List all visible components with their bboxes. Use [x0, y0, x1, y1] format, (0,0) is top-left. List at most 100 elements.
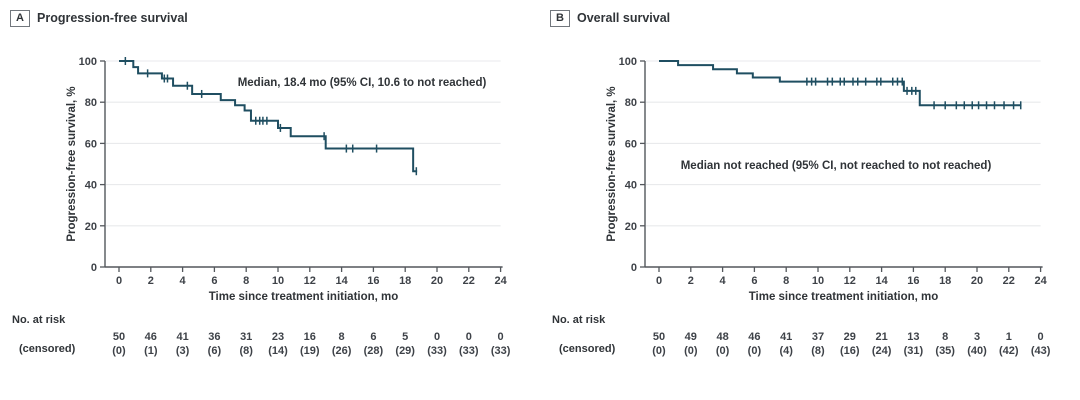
x-tick-label: 18 [399, 275, 411, 287]
at-risk-value: 41 [176, 331, 188, 343]
censored-value: (0) [716, 345, 730, 357]
panel-overall-survival: B Overall survival 0 20 40 60 80 100 0 2 4 6 8 10 12… [540, 0, 1080, 400]
at-risk-value: 29 [844, 331, 856, 343]
censored-value: (0) [748, 345, 762, 357]
x-tick-label: 6 [751, 275, 757, 287]
at-risk-value: 3 [974, 331, 980, 343]
at-risk-value: 0 [498, 331, 504, 343]
censored-value: (8) [811, 345, 825, 357]
y-axis-label: Progression-free survival, % [606, 86, 618, 242]
risk-table-header: No. at risk [552, 314, 606, 326]
censored-value: (1) [144, 345, 158, 357]
censored-value: (40) [967, 345, 987, 357]
censored-value: (0) [112, 345, 126, 357]
censored-value: (33) [427, 345, 447, 357]
panel-title: Overall survival [577, 11, 671, 25]
censored-value: (35) [935, 345, 955, 357]
x-tick-label: 14 [335, 275, 348, 287]
survival-step-curve [119, 60, 418, 173]
x-tick-label: 16 [907, 275, 919, 287]
censored-value: (8) [239, 345, 253, 357]
at-risk-value: 46 [145, 331, 157, 343]
censored-value: (42) [999, 345, 1019, 357]
at-risk-value: 50 [113, 331, 125, 343]
x-tick-label: 24 [1034, 275, 1047, 287]
x-tick-label: 0 [656, 275, 662, 287]
y-tick-label: 0 [631, 262, 637, 274]
at-risk-value: 1 [1006, 331, 1012, 343]
censored-value: (3) [176, 345, 190, 357]
censored-value: (31) [904, 345, 924, 357]
x-tick-label: 2 [148, 275, 154, 287]
x-tick-label: 24 [494, 275, 507, 287]
x-tick-label: 2 [688, 275, 694, 287]
x-tick-label: 20 [971, 275, 983, 287]
x-tick-label: 10 [812, 275, 824, 287]
panel-letter-badge: A [10, 10, 30, 27]
at-risk-value: 0 [434, 331, 440, 343]
x-tick-label: 12 [844, 275, 856, 287]
censored-value: (0) [652, 345, 666, 357]
y-tick-label: 100 [619, 56, 637, 68]
y-axis-label: Progression-free survival, % [66, 86, 78, 242]
x-tick-label: 8 [243, 275, 249, 287]
at-risk-value: 21 [875, 331, 887, 343]
x-tick-label: 4 [180, 275, 187, 287]
at-risk-value: 36 [208, 331, 220, 343]
x-axis-label: Time since treatment initiation, mo [208, 291, 399, 303]
x-tick-label: 18 [939, 275, 951, 287]
at-risk-value: 49 [685, 331, 697, 343]
risk-table-header: No. at risk [12, 314, 66, 326]
censored-value: (4) [779, 345, 793, 357]
censored-value: (33) [491, 345, 511, 357]
x-tick-label: 12 [304, 275, 316, 287]
censored-value: (19) [300, 345, 320, 357]
panel-letter-badge: B [550, 10, 570, 27]
x-tick-label: 10 [272, 275, 284, 287]
censored-value: (43) [1031, 345, 1051, 357]
at-risk-value: 37 [812, 331, 824, 343]
at-risk-value: 16 [304, 331, 316, 343]
at-risk-value: 5 [402, 331, 408, 343]
x-tick-label: 16 [367, 275, 379, 287]
y-tick-label: 40 [85, 180, 97, 192]
at-risk-value: 13 [907, 331, 919, 343]
at-risk-value: 48 [716, 331, 728, 343]
at-risk-value: 8 [339, 331, 345, 343]
at-risk-value: 41 [780, 331, 792, 343]
y-tick-label: 60 [85, 138, 97, 150]
y-tick-label: 60 [625, 138, 637, 150]
y-tick-label: 40 [625, 180, 637, 192]
x-tick-label: 4 [720, 275, 727, 287]
x-tick-label: 20 [431, 275, 443, 287]
censored-value: (14) [268, 345, 288, 357]
censored-value: (28) [364, 345, 384, 357]
x-tick-label: 8 [783, 275, 789, 287]
at-risk-value: 0 [1038, 331, 1044, 343]
at-risk-value: 6 [370, 331, 376, 343]
risk-table-subheader: (censored) [19, 343, 76, 355]
x-tick-label: 6 [211, 275, 217, 287]
censored-value: (29) [395, 345, 415, 357]
at-risk-value: 0 [466, 331, 472, 343]
x-tick-label: 22 [1003, 275, 1015, 287]
y-tick-label: 0 [91, 262, 97, 274]
y-tick-label: 20 [625, 221, 637, 233]
at-risk-value: 50 [653, 331, 665, 343]
censored-value: (16) [840, 345, 860, 357]
y-tick-label: 20 [85, 221, 97, 233]
panel-progression-free-survival: A Progression-free survival 0 20 40 60 80 100… [10, 10, 511, 357]
median-annotation: Median not reached (95% CI, not reached … [680, 160, 992, 172]
censored-value: (0) [684, 345, 698, 357]
x-axis-label: Time since treatment initiation, mo [748, 291, 939, 303]
at-risk-value: 46 [748, 331, 760, 343]
at-risk-value: 8 [942, 331, 948, 343]
at-risk-value: 23 [272, 331, 284, 343]
censored-value: (24) [872, 345, 892, 357]
panel-title: Progression-free survival [37, 11, 188, 25]
risk-table-subheader: (censored) [559, 343, 616, 355]
y-tick-label: 80 [625, 97, 637, 109]
